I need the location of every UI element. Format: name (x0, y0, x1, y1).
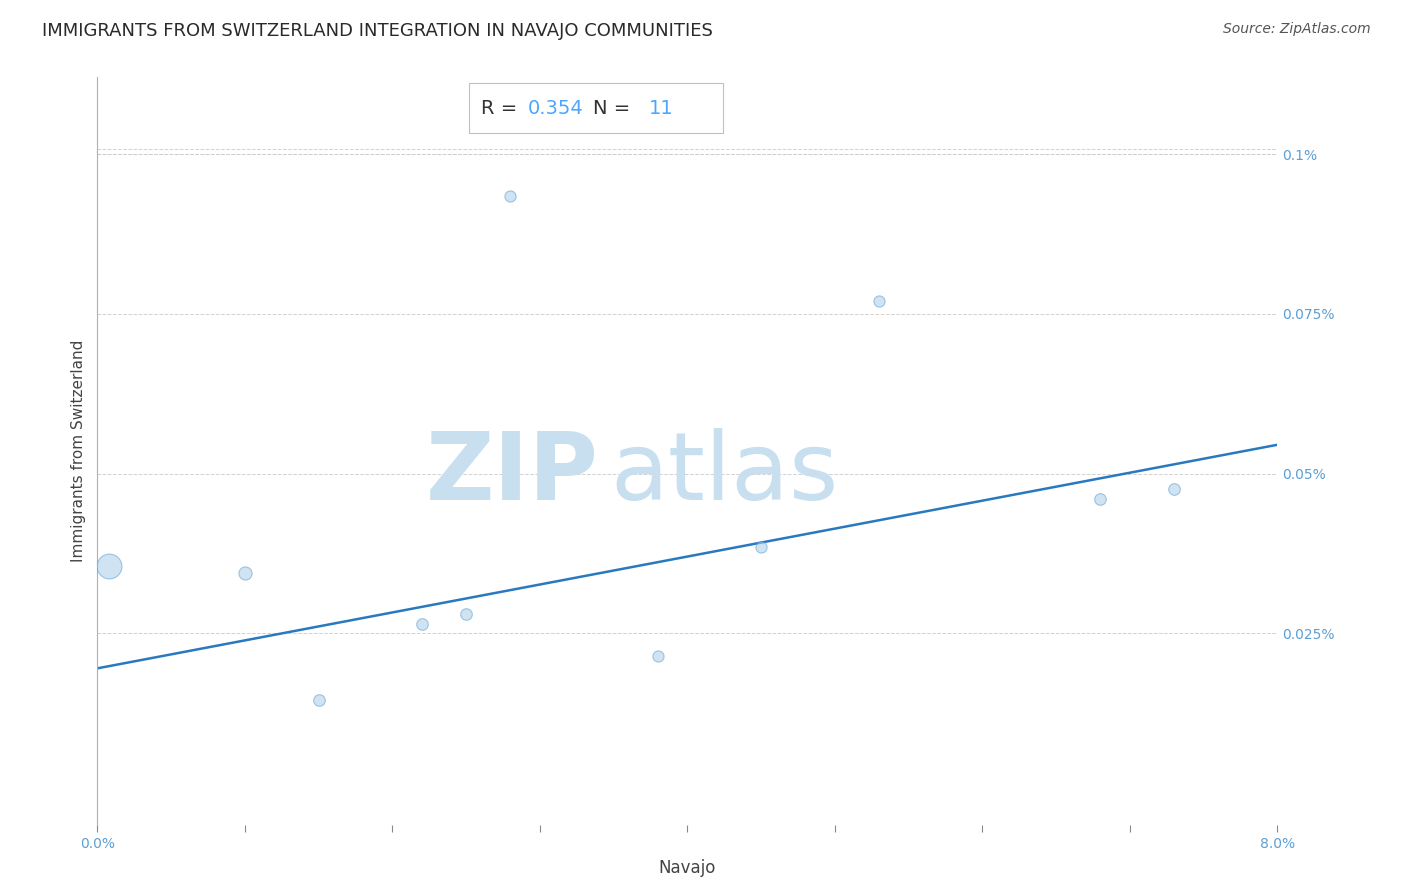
Point (1163, 483, 1185, 497)
Text: R =: R = (481, 99, 523, 118)
Point (647, 648, 669, 663)
Point (233, 566, 256, 580)
Point (499, 188, 522, 202)
Point (411, 616, 433, 631)
Text: 0.354: 0.354 (529, 99, 583, 118)
Text: Source: ZipAtlas.com: Source: ZipAtlas.com (1223, 22, 1371, 37)
Y-axis label: Immigrants from Switzerland: Immigrants from Switzerland (72, 340, 86, 562)
Text: 11: 11 (648, 99, 673, 118)
X-axis label: Navajo: Navajo (658, 859, 716, 877)
Text: ZIP: ZIP (426, 427, 599, 519)
FancyBboxPatch shape (470, 83, 723, 134)
Point (308, 693, 330, 707)
Point (1090, 491, 1112, 506)
Text: atlas: atlas (610, 427, 839, 519)
Point (456, 607, 478, 621)
Point (868, 293, 890, 308)
Point (749, 540, 772, 554)
Text: IMMIGRANTS FROM SWITZERLAND INTEGRATION IN NAVAJO COMMUNITIES: IMMIGRANTS FROM SWITZERLAND INTEGRATION … (42, 22, 713, 40)
Point (98, 559, 121, 574)
Text: N =: N = (593, 99, 637, 118)
